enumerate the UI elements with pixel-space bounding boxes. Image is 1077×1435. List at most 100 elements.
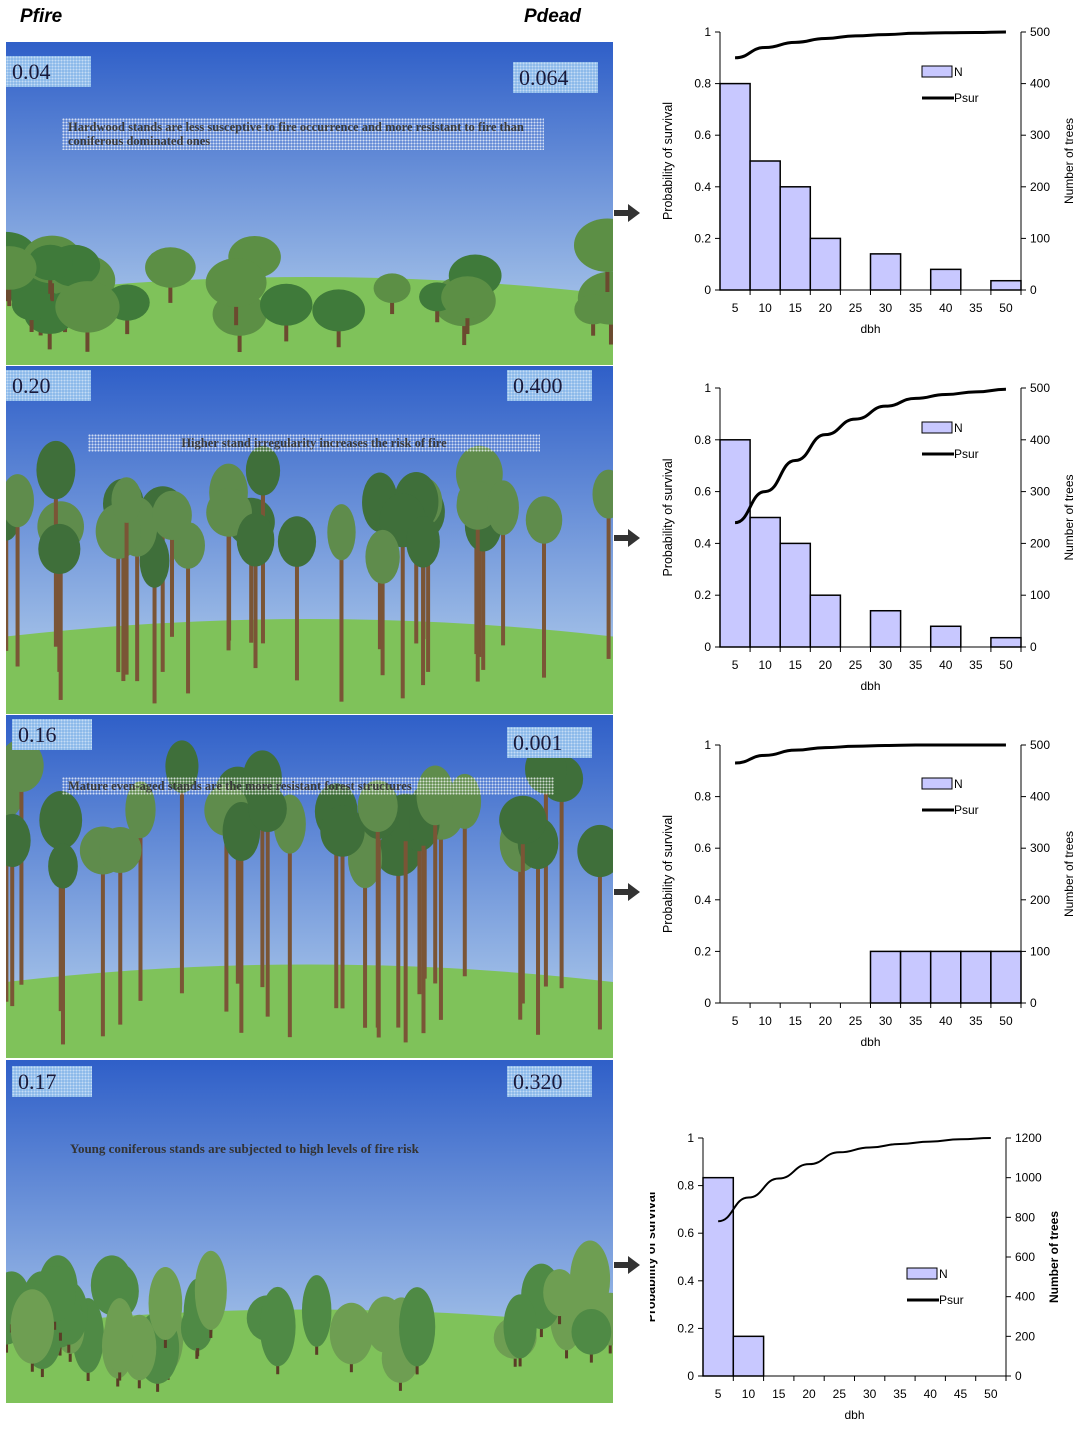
stand-note: Mature even-aged stands are the more res… — [62, 777, 554, 795]
legend-label-psur: Psur — [954, 447, 979, 461]
bar-n — [990, 950, 1022, 1004]
bar-n — [779, 186, 812, 291]
x-tick-label: 10 — [758, 658, 772, 672]
psur-line — [734, 30, 1006, 60]
y2-tick-label: 0 — [1030, 640, 1037, 654]
y-tick-label: 0.2 — [677, 1321, 694, 1335]
bar-n — [732, 1335, 765, 1377]
y-tick-label: 0 — [687, 1369, 694, 1383]
y-tick-label: 1 — [687, 1131, 694, 1145]
y2-tick-label: 500 — [1030, 25, 1050, 39]
y-tick-label: 0.6 — [694, 841, 711, 855]
bar-n — [869, 950, 902, 1004]
arrow-right-icon — [614, 529, 640, 547]
stand-scene-hardwood: 0.04 0.064 Hardwood stands are less susc… — [6, 42, 613, 365]
y2-tick-label: 0 — [1015, 1369, 1022, 1383]
y-tick-label: 0.8 — [694, 433, 711, 447]
stand-note: Young coniferous stands are subjected to… — [70, 1141, 419, 1156]
x-tick-label: 40 — [939, 301, 953, 315]
x-tick-label: 15 — [789, 301, 803, 315]
arrow-right-icon — [614, 204, 640, 222]
y2-tick-label: 1200 — [1015, 1131, 1042, 1145]
x-tick-label: 10 — [758, 301, 772, 315]
x-tick-label: 5 — [732, 658, 739, 672]
bar-n — [719, 82, 751, 291]
bar-n — [929, 625, 962, 648]
x-tick-label: 25 — [833, 1387, 847, 1401]
legend-swatch-n — [921, 65, 953, 78]
x-tick-label: 50 — [999, 301, 1013, 315]
x-tick-label: 15 — [772, 1387, 786, 1401]
bar-n — [719, 439, 751, 648]
y-tick-label: 1 — [704, 738, 711, 752]
bar-n — [899, 950, 932, 1004]
y2-tick-label: 200 — [1030, 180, 1050, 194]
y2-tick-label: 200 — [1030, 536, 1050, 550]
x-tick-label: 25 — [849, 658, 863, 672]
x-axis-title: dbh — [860, 679, 880, 693]
legend-label-n: N — [954, 421, 963, 435]
y-tick-label: 0.2 — [694, 231, 711, 245]
x-tick-label: 35 — [909, 301, 923, 315]
y2-axis-title: Number of trees — [1062, 118, 1075, 204]
bar-n — [809, 237, 842, 291]
x-tick-label: 35 — [909, 1014, 923, 1028]
stand-scene-young: 0.17 0.320 Young coniferous stands are s… — [6, 1060, 613, 1403]
x-axis-title: dbh — [860, 1035, 880, 1049]
legend-label-psur: Psur — [939, 1293, 964, 1307]
y2-axis-title: Number of trees — [1062, 474, 1075, 560]
pfire-header: Pfire — [20, 6, 63, 27]
y-tick-label: 0.8 — [694, 790, 711, 804]
x-tick-label: 30 — [879, 658, 893, 672]
x-tick-label: 35 — [909, 658, 923, 672]
psur-line — [734, 743, 1006, 765]
y-tick-label: 0.8 — [677, 1179, 694, 1193]
legend-swatch-n — [921, 421, 953, 434]
bar-n — [779, 542, 812, 648]
y-axis-title: Probability of survival — [661, 458, 675, 576]
y2-tick-label: 0 — [1030, 283, 1037, 297]
pdead-header: Pdead — [524, 6, 582, 27]
bar-n — [929, 268, 962, 291]
stand-scene-irregular: 0.20 0.400 Higher stand irregularity inc… — [6, 366, 613, 714]
legend-label-psur: Psur — [954, 803, 979, 817]
y-tick-label: 0.4 — [677, 1274, 694, 1288]
pdead-value: 0.001 — [507, 727, 592, 758]
x-tick-label: 5 — [715, 1387, 722, 1401]
stand-note: Higher stand irregularity increases the … — [88, 434, 540, 452]
y2-tick-label: 100 — [1030, 231, 1050, 245]
pfire-value: 0.17 — [12, 1066, 92, 1097]
arrow-right-icon — [614, 1256, 640, 1274]
x-tick-label: 40 — [924, 1387, 938, 1401]
pdead-value: 0.320 — [507, 1066, 592, 1097]
y-axis-title: Probability of survival — [661, 815, 675, 933]
y-tick-label: 0.8 — [694, 77, 711, 91]
legend-swatch-n — [921, 777, 953, 790]
y-tick-label: 0.6 — [694, 485, 711, 499]
x-tick-label: 20 — [819, 301, 833, 315]
x-tick-label: 15 — [789, 658, 803, 672]
bar-n — [749, 160, 781, 291]
y-tick-label: 0.4 — [694, 893, 711, 907]
x-tick-label: 30 — [879, 1014, 893, 1028]
ground — [6, 619, 613, 714]
y-tick-label: 0.6 — [677, 1226, 694, 1240]
legend-label-n: N — [954, 777, 963, 791]
pfire-value: 0.16 — [12, 719, 92, 750]
x-tick-label: 20 — [819, 658, 833, 672]
psur-line — [734, 387, 1006, 525]
x-tick-label: 30 — [879, 301, 893, 315]
x-tick-label: 25 — [849, 301, 863, 315]
x-tick-label: 50 — [999, 1014, 1013, 1028]
y-axis-title: Probability of survival — [661, 102, 675, 220]
y-tick-label: 0 — [704, 996, 711, 1010]
bar-n — [869, 609, 902, 648]
y2-tick-label: 300 — [1030, 485, 1050, 499]
bar-n — [702, 1176, 735, 1377]
y2-axis-title: Number of trees — [1047, 1211, 1061, 1303]
y2-tick-label: 0 — [1030, 996, 1037, 1010]
y-tick-label: 0.2 — [694, 588, 711, 602]
